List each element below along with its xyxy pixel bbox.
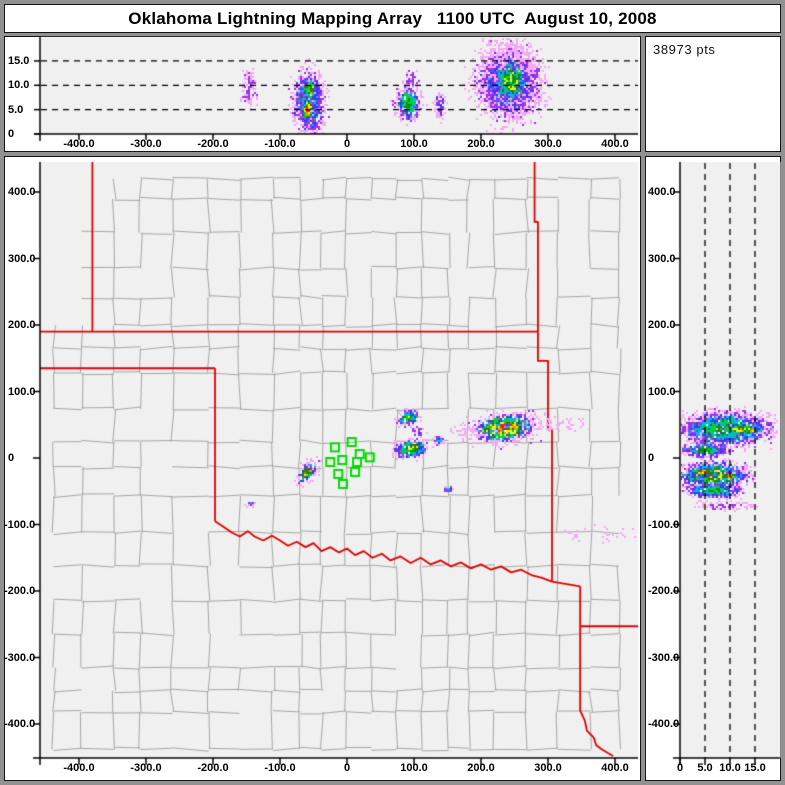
panel-altitude-ns [645, 156, 781, 781]
points-count-label: 38973 pts [653, 42, 716, 57]
panel-altitude-ew [4, 36, 641, 152]
title-bar: Oklahoma Lightning Mapping Array 1100 UT… [4, 4, 781, 33]
page-title: Oklahoma Lightning Mapping Array 1100 UT… [128, 8, 657, 28]
panel-point-count: 38973 pts [645, 36, 781, 152]
panel-plan-view [4, 156, 641, 781]
